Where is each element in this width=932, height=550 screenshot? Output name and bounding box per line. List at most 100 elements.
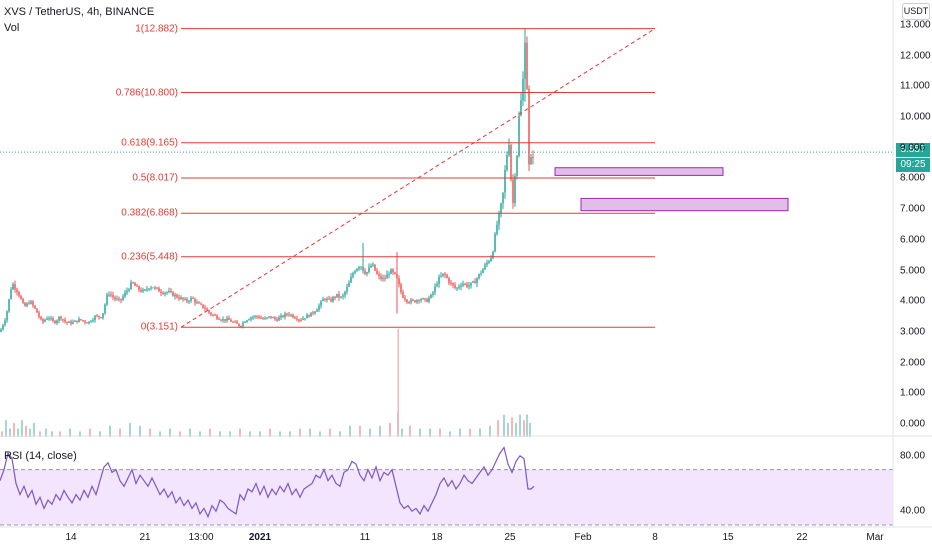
candle-body bbox=[504, 169, 506, 193]
volume-bar bbox=[209, 428, 211, 437]
candle-body bbox=[458, 286, 460, 288]
candle-body bbox=[198, 302, 200, 304]
volume-bar bbox=[329, 428, 331, 437]
candle-body bbox=[112, 295, 114, 298]
volume-bar bbox=[109, 425, 111, 437]
candle-body bbox=[82, 320, 84, 322]
candle-body bbox=[30, 301, 32, 304]
candle-body bbox=[338, 293, 340, 298]
candle-body bbox=[442, 273, 444, 276]
highlight-zones[interactable] bbox=[554, 167, 789, 212]
time-axis-label: 25 bbox=[504, 532, 516, 543]
volume-bar bbox=[5, 420, 7, 437]
candle-body bbox=[80, 318, 82, 321]
candle-body bbox=[412, 299, 414, 301]
volume-bar bbox=[489, 425, 491, 437]
candle-body bbox=[62, 319, 64, 321]
rsi-label[interactable]: RSI (14, close) bbox=[4, 450, 77, 462]
candle-body bbox=[468, 285, 470, 287]
volume-bar bbox=[515, 423, 517, 437]
candle-body bbox=[76, 320, 78, 323]
volume-bar bbox=[139, 425, 141, 437]
candle-body bbox=[60, 316, 62, 320]
candle-body bbox=[482, 269, 484, 274]
candle-body bbox=[410, 299, 412, 303]
candle-body bbox=[56, 320, 58, 324]
candle-body bbox=[494, 234, 496, 252]
candle-body bbox=[342, 295, 344, 297]
candle-body bbox=[228, 318, 230, 320]
candle-body bbox=[22, 299, 24, 304]
candle-body bbox=[330, 298, 332, 302]
candlestick-series[interactable] bbox=[0, 28, 534, 333]
candle-body bbox=[484, 264, 486, 270]
candle-body bbox=[332, 297, 334, 302]
time-axis-label: 13:00 bbox=[188, 532, 214, 543]
candle-body bbox=[496, 224, 498, 235]
candle-body bbox=[312, 312, 314, 314]
candle-body bbox=[64, 319, 66, 322]
candle-body bbox=[386, 274, 388, 279]
candle-body bbox=[336, 293, 338, 298]
volume-bar bbox=[479, 428, 481, 437]
candle-body bbox=[274, 317, 276, 320]
symbol-title[interactable]: XVS / TetherUS, 4h, BINANCE bbox=[4, 6, 155, 18]
price-axis-label: 5.000 bbox=[900, 265, 926, 277]
rsi-axis-label: 80.00 bbox=[900, 450, 926, 462]
candle-body bbox=[296, 318, 298, 320]
candle-body bbox=[126, 290, 128, 293]
currency-unit-badge[interactable]: USDT bbox=[902, 3, 930, 20]
volume-bar bbox=[159, 431, 161, 437]
candle-body bbox=[390, 269, 392, 274]
candle-body bbox=[430, 294, 432, 298]
candle-body bbox=[268, 316, 270, 318]
candle-body bbox=[264, 318, 266, 320]
rsi-background-band bbox=[0, 469, 893, 525]
candle-body bbox=[460, 285, 462, 287]
candle-body bbox=[472, 281, 474, 283]
candle-body bbox=[90, 321, 92, 323]
candle-body bbox=[464, 283, 466, 285]
candle-body bbox=[8, 299, 10, 312]
volume-bar bbox=[129, 423, 131, 437]
candle-body bbox=[448, 277, 450, 283]
candle-body bbox=[294, 317, 296, 319]
candle-body bbox=[140, 289, 142, 292]
volume-bar bbox=[269, 428, 271, 437]
candle-body bbox=[146, 289, 148, 291]
candle-body bbox=[300, 319, 302, 321]
candle-body bbox=[200, 303, 202, 305]
candle-body bbox=[374, 264, 376, 271]
candle-body bbox=[292, 314, 294, 318]
candle-body bbox=[172, 291, 174, 297]
volume-bar bbox=[389, 423, 391, 437]
candle-body bbox=[280, 315, 282, 318]
candle-body bbox=[218, 318, 220, 320]
candle-body bbox=[278, 317, 280, 321]
candle-body bbox=[72, 321, 74, 324]
price-axis-label: 0.000 bbox=[900, 418, 926, 430]
volume-bar bbox=[289, 431, 291, 437]
candle-body bbox=[424, 298, 426, 300]
volume-bar bbox=[519, 414, 521, 437]
volume-bar bbox=[99, 431, 101, 437]
volume-label[interactable]: Vol bbox=[4, 22, 20, 34]
candle-body bbox=[288, 314, 290, 316]
candle-body bbox=[108, 294, 110, 296]
fib-level-label: 1(12.882) bbox=[135, 23, 178, 35]
candle-body bbox=[58, 316, 60, 321]
candle-body bbox=[230, 319, 232, 322]
candle-body bbox=[184, 299, 186, 301]
candle-body bbox=[34, 305, 36, 309]
candle-body bbox=[506, 155, 508, 170]
fib-retracement[interactable] bbox=[181, 28, 655, 328]
trendline[interactable] bbox=[180, 28, 656, 328]
candle-body bbox=[124, 292, 126, 297]
candle-body bbox=[190, 297, 192, 302]
candle-body bbox=[420, 299, 422, 301]
candle-body bbox=[290, 314, 292, 316]
volume-bar bbox=[39, 431, 41, 437]
candle-body bbox=[526, 42, 528, 89]
volume-bar bbox=[526, 414, 528, 437]
